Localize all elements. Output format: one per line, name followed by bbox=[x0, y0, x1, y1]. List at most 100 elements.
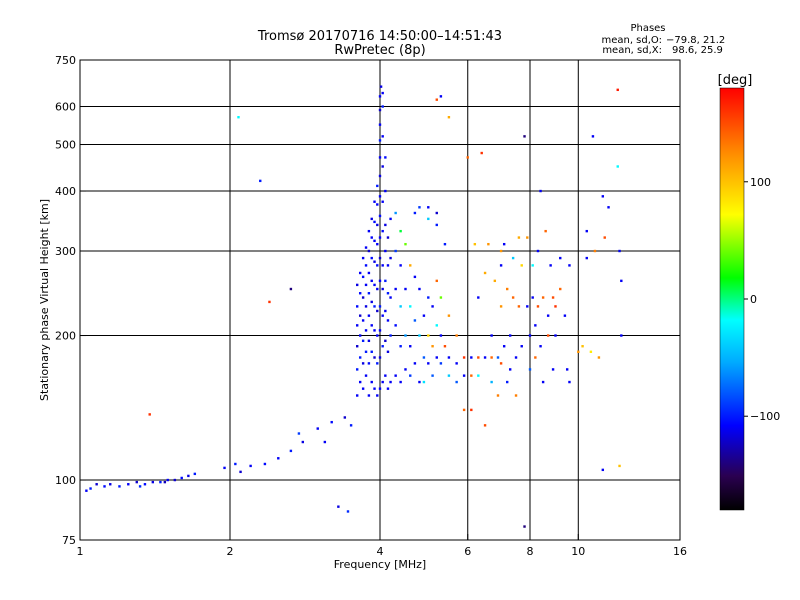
data-point bbox=[508, 368, 512, 371]
data-point bbox=[367, 362, 371, 365]
data-point bbox=[409, 264, 412, 267]
data-point bbox=[490, 334, 493, 337]
data-point bbox=[514, 394, 518, 397]
data-point bbox=[551, 296, 555, 299]
stats-o-label: mean, sd,O: bbox=[601, 35, 662, 46]
data-point bbox=[399, 305, 402, 308]
data-point bbox=[378, 279, 382, 283]
data-point bbox=[499, 249, 503, 253]
data-point bbox=[502, 345, 506, 348]
data-point bbox=[546, 314, 550, 317]
data-point bbox=[427, 296, 430, 299]
data-point bbox=[531, 264, 534, 267]
data-point bbox=[389, 217, 392, 221]
data-point bbox=[551, 368, 555, 371]
data-point bbox=[376, 309, 379, 313]
data-point bbox=[361, 387, 365, 390]
data-point bbox=[399, 380, 402, 384]
data-point bbox=[581, 345, 584, 348]
data-point bbox=[316, 427, 319, 430]
y-tick-label: 750 bbox=[55, 54, 76, 67]
data-point bbox=[544, 229, 547, 233]
data-point bbox=[358, 334, 362, 337]
data-point bbox=[376, 242, 379, 246]
data-point bbox=[520, 264, 523, 267]
data-point bbox=[343, 416, 347, 419]
colorbar-ticks: 100 0 −100 bbox=[744, 176, 780, 423]
data-point bbox=[462, 374, 466, 377]
data-point bbox=[514, 356, 518, 359]
data-point bbox=[378, 256, 382, 260]
data-point bbox=[361, 296, 365, 299]
data-point bbox=[135, 480, 138, 484]
data-point bbox=[384, 339, 387, 343]
data-point bbox=[422, 356, 426, 359]
data-point bbox=[554, 305, 557, 308]
grid-lines bbox=[80, 60, 680, 540]
data-point bbox=[493, 279, 497, 283]
data-point bbox=[378, 95, 382, 98]
data-point bbox=[193, 472, 197, 476]
data-point bbox=[483, 271, 487, 275]
data-point bbox=[546, 334, 550, 337]
x-tick-label: 4 bbox=[377, 545, 384, 558]
x-tick-label: 2 bbox=[227, 545, 234, 558]
data-point bbox=[528, 368, 532, 371]
data-point bbox=[413, 319, 417, 322]
data-point bbox=[237, 116, 240, 119]
data-point bbox=[394, 211, 397, 215]
data-point bbox=[618, 464, 621, 468]
x-tick-label: 1 bbox=[77, 545, 84, 558]
colorbar-tick-label: −100 bbox=[750, 410, 780, 423]
stats-header: Phases bbox=[630, 23, 665, 34]
data-point bbox=[373, 200, 376, 203]
x-tick-label: 6 bbox=[464, 545, 471, 558]
data-point bbox=[443, 345, 447, 348]
data-point bbox=[289, 287, 293, 291]
data-point bbox=[620, 279, 623, 283]
data-point bbox=[399, 345, 402, 348]
data-point bbox=[249, 464, 252, 468]
data-point bbox=[541, 296, 545, 299]
data-point bbox=[355, 324, 359, 327]
data-point bbox=[394, 324, 397, 327]
data-point bbox=[346, 510, 350, 513]
data-point bbox=[384, 309, 387, 313]
data-point bbox=[163, 480, 167, 484]
data-point bbox=[378, 108, 382, 112]
data-point bbox=[373, 260, 376, 263]
data-point bbox=[435, 324, 438, 327]
data-point bbox=[143, 483, 147, 486]
data-point bbox=[496, 356, 500, 359]
data-point bbox=[364, 374, 368, 377]
data-point bbox=[447, 116, 451, 119]
data-point bbox=[431, 305, 434, 308]
data-point bbox=[526, 236, 529, 239]
data-point bbox=[505, 380, 509, 384]
data-point bbox=[148, 413, 151, 416]
data-point bbox=[361, 275, 365, 279]
data-point bbox=[370, 300, 373, 304]
data-point bbox=[505, 287, 509, 291]
data-point bbox=[376, 184, 379, 188]
data-point bbox=[386, 236, 390, 239]
data-point bbox=[381, 287, 384, 291]
x-tick-label: 16 bbox=[673, 545, 687, 558]
data-point bbox=[447, 356, 451, 359]
data-point bbox=[422, 380, 426, 384]
data-point bbox=[620, 334, 623, 337]
data-point bbox=[381, 314, 384, 317]
data-point bbox=[418, 287, 421, 291]
data-point bbox=[565, 368, 569, 371]
data-point bbox=[422, 314, 426, 317]
data-point bbox=[289, 449, 293, 453]
data-point bbox=[355, 345, 359, 348]
data-point bbox=[499, 264, 503, 267]
data-point bbox=[277, 457, 280, 460]
data-point bbox=[439, 362, 443, 365]
data-point bbox=[370, 236, 373, 239]
data-point bbox=[413, 362, 417, 365]
data-point bbox=[323, 440, 327, 444]
data-point bbox=[443, 242, 447, 246]
x-tick-label: 10 bbox=[571, 545, 585, 558]
